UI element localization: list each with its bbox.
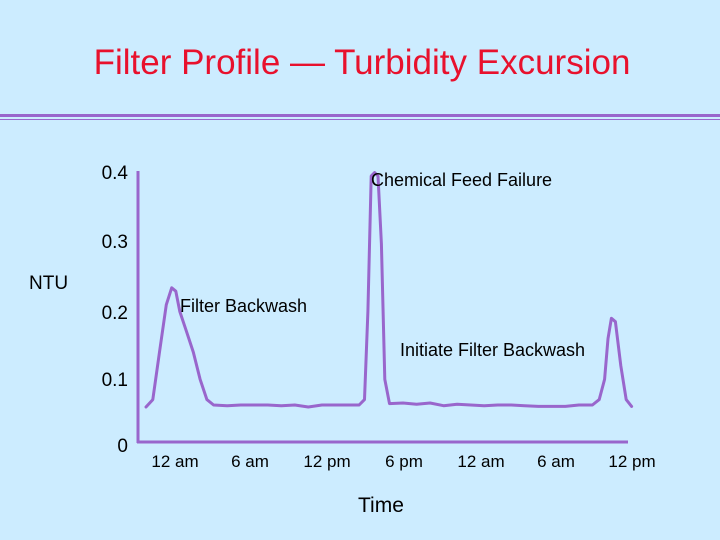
annotation-chemical-feed-failure: Chemical Feed Failure [371, 170, 553, 190]
slide-title: Filter Profile — Turbidity Excursion [93, 43, 631, 82]
x-tick-label: 12 am [457, 452, 505, 471]
title-divider-thick [0, 114, 720, 117]
title-divider-thin [0, 119, 720, 120]
y-tick-label: 0.3 [101, 232, 128, 253]
y-tick-label: 0 [117, 436, 128, 457]
turbidity-series-line [144, 171, 634, 409]
y-tick-label: 0.4 [101, 163, 128, 184]
x-tick-label: 6 am [537, 452, 575, 471]
x-tick-label: 12 am [151, 452, 199, 471]
x-axis-label: Time [358, 494, 404, 517]
x-tick-label: 12 pm [608, 452, 656, 471]
annotation-initiate-filter-backwash: Initiate Filter Backwash [400, 340, 586, 360]
x-tick-label: 6 pm [385, 452, 423, 471]
y-axis-label: NTU [29, 273, 69, 294]
y-tick-label: 0.1 [101, 370, 128, 391]
x-tick-label: 6 am [231, 452, 269, 471]
annotation-filter-backwash: Filter Backwash [180, 296, 308, 316]
y-tick-label: 0.2 [101, 303, 128, 324]
x-tick-label: 12 pm [303, 452, 351, 471]
